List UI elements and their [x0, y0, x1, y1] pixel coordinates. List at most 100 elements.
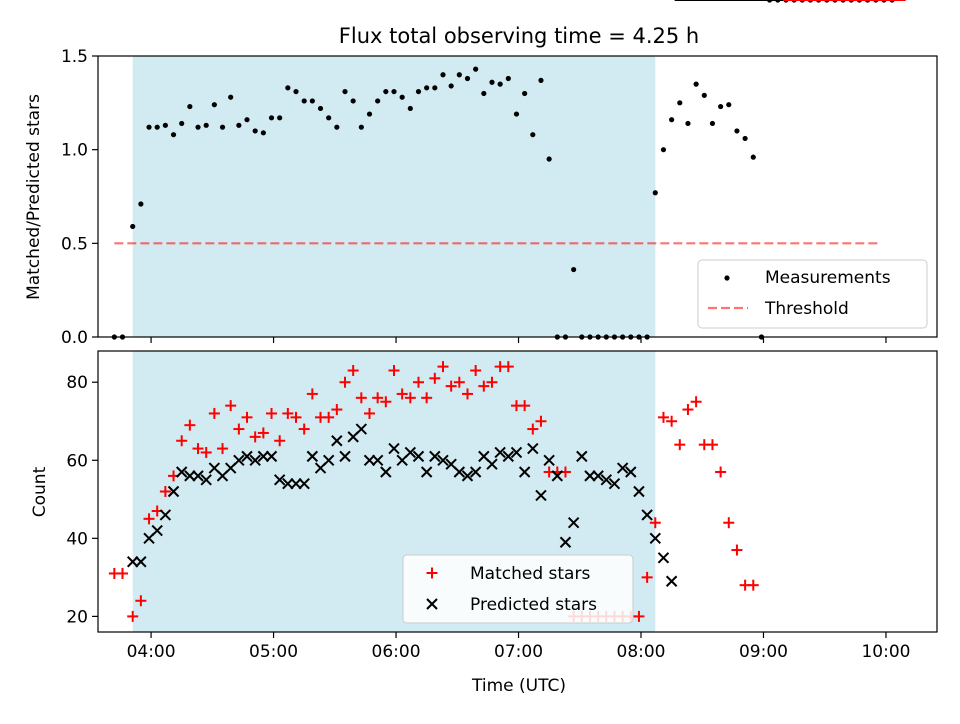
predicted-star-point	[559, 536, 572, 548]
matched-star-point	[453, 376, 465, 388]
matched-star-point	[116, 567, 128, 579]
matched-star-point	[233, 423, 245, 435]
predicted-star-point	[567, 517, 580, 529]
measurement-point	[505, 75, 511, 82]
predicted-star-point	[388, 442, 400, 455]
predicted-star-point	[502, 450, 515, 463]
measurement-point	[693, 81, 699, 87]
measurement-point	[464, 75, 471, 82]
predicted-star-point	[592, 470, 604, 482]
legend-marker-predicted	[426, 598, 438, 610]
matched-star-point	[159, 486, 171, 497]
measurement-point	[481, 90, 487, 97]
measurement-point	[530, 132, 536, 138]
predicted-star-point	[273, 474, 286, 486]
predicted-star-point	[616, 462, 629, 474]
x-tick-label: 06:00	[372, 642, 421, 662]
ratio-panel-frame	[97, 55, 938, 338]
predicted-star-point	[641, 509, 653, 521]
matched-star-point	[339, 376, 351, 388]
predicted-star-point	[322, 454, 335, 466]
y-tick-label: 1.0	[61, 141, 88, 161]
measurement-point	[252, 128, 258, 134]
measurement-point	[277, 115, 283, 121]
predicted-star-point	[527, 442, 539, 455]
x-tick-label: 07:00	[494, 642, 543, 662]
measurement-point	[195, 124, 201, 130]
measurement-point	[146, 124, 152, 130]
predicted-star-point	[290, 477, 302, 490]
matched-star-point	[274, 435, 286, 447]
count-x-axis: 04:00 05:00 06:00 07:00 08:00 09:00 10:00	[127, 632, 910, 662]
matched-star-point	[478, 380, 490, 392]
matched-star-point	[135, 595, 147, 607]
predicted-star-point	[486, 458, 498, 470]
count-points	[108, 0, 906, 622]
y-tick-label: 40	[66, 529, 88, 549]
measurement-point	[685, 120, 691, 127]
predicted-star-point	[543, 454, 555, 466]
count-legend: Matched stars Predicted stars	[402, 554, 634, 624]
measurement-point	[219, 124, 226, 130]
matched-star-point	[282, 407, 294, 419]
predicted-star-point	[126, 556, 139, 568]
measurement-point	[424, 85, 430, 91]
measurement-point	[440, 72, 446, 78]
matched-star-point	[249, 431, 261, 443]
matched-star-point	[143, 513, 155, 525]
measurement-point	[726, 102, 732, 108]
predicted-star-point	[184, 470, 196, 482]
matched-star-point	[176, 435, 188, 447]
measurement-point	[522, 90, 528, 97]
predicted-star-point	[518, 466, 531, 478]
measurement-point	[228, 94, 234, 100]
predicted-star-point	[600, 474, 613, 486]
matched-star-point	[674, 439, 686, 451]
predicted-star-point	[249, 454, 261, 466]
matched-star-point	[657, 411, 669, 423]
x-tick-label: 04:00	[127, 642, 176, 662]
predicted-star-point	[437, 454, 449, 466]
predicted-star-point	[494, 446, 506, 459]
matched-star-point	[396, 388, 408, 400]
matched-star-point	[412, 376, 424, 388]
measurement-point	[285, 85, 291, 91]
legend-label: Threshold	[764, 299, 849, 319]
predicted-star-point	[371, 454, 384, 466]
measurement-point	[709, 120, 716, 127]
matched-star-point	[690, 396, 702, 408]
measurement-point	[350, 98, 356, 104]
x-axis-label: Time (UTC)	[471, 676, 566, 696]
predicted-star-point	[412, 450, 425, 463]
measurement-point	[546, 156, 552, 162]
measurement-point	[260, 130, 266, 136]
matched-star-point	[747, 579, 759, 591]
y-tick-label: 0.5	[61, 234, 88, 254]
predicted-star-point	[135, 556, 147, 568]
predicted-star-point	[608, 477, 621, 490]
matched-star-point	[241, 411, 253, 423]
matched-star-point	[519, 400, 531, 412]
predicted-star-point	[233, 454, 245, 466]
matched-star-point	[633, 610, 645, 622]
measurement-point	[538, 77, 544, 83]
measurement-point	[268, 115, 275, 121]
predicted-star-point	[363, 454, 376, 466]
matched-star-point	[192, 443, 204, 455]
predicted-star-point	[151, 524, 163, 537]
predicted-star-point	[461, 470, 474, 482]
predicted-star-point	[380, 466, 392, 478]
measurement-point	[138, 201, 144, 207]
matched-star-point	[437, 361, 449, 373]
count-panel: 20 40 60 80 04:00 05:00 06:00 07:00 08:00 09:00 1…	[30, 0, 938, 696]
matched-star-point	[266, 407, 278, 419]
predicted-star-point	[306, 450, 319, 463]
matched-star-point	[257, 427, 269, 439]
predicted-star-point	[159, 509, 172, 521]
matched-star-point	[486, 376, 498, 388]
predicted-star-point	[625, 466, 637, 478]
measurement-point	[317, 105, 324, 112]
x-tick-label: 05:00	[249, 642, 298, 662]
matched-star-point	[470, 365, 482, 377]
matched-star-point	[355, 392, 367, 404]
